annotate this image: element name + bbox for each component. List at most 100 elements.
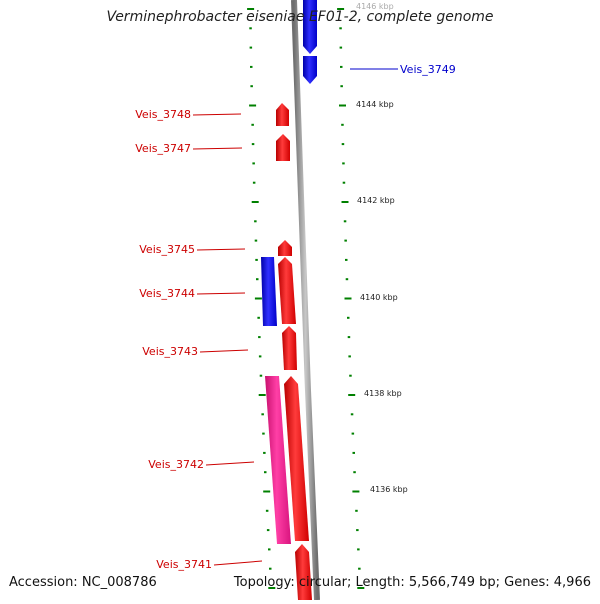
tick-mark <box>342 181 346 184</box>
tick-mark <box>347 316 350 319</box>
tick-mark <box>348 355 351 358</box>
map-title: Verminephrobacter eiseniae EF01-2, compl… <box>106 9 494 25</box>
tick-mark <box>268 587 276 589</box>
scale-label: 4144 kbp <box>356 100 394 109</box>
tick-mark <box>356 529 359 532</box>
gene-label-veis-3742[interactable]: Veis_3742 <box>148 458 204 471</box>
leader-line <box>196 292 246 295</box>
tick-mark <box>258 394 266 396</box>
leader-line <box>199 349 249 353</box>
tick-mark <box>269 567 272 570</box>
tick-mark <box>251 143 255 146</box>
gene-rna[interactable] <box>265 376 291 544</box>
tick-mark <box>339 27 342 30</box>
gene-label-veis-3745[interactable]: Veis_3745 <box>139 243 195 256</box>
tick-row-left <box>247 8 276 589</box>
gene-veis-3744-forward[interactable] <box>278 257 296 324</box>
tick-mark <box>339 104 346 107</box>
gene-veis-3747[interactable] <box>276 134 290 161</box>
tick-mark <box>254 239 258 242</box>
tick-mark <box>349 374 352 377</box>
tick-mark <box>344 297 352 300</box>
accession-text: Accession: NC_008786 <box>9 575 157 590</box>
tick-mark <box>347 336 351 339</box>
gene-veis-3744[interactable] <box>261 257 277 326</box>
tick-mark <box>345 278 349 281</box>
tick-mark <box>353 471 356 474</box>
tick-mark <box>355 509 358 512</box>
tick-mark <box>357 548 360 551</box>
tick-mark <box>249 46 253 49</box>
tick-mark <box>337 8 345 10</box>
tick-mark <box>341 201 349 203</box>
tick-mark <box>261 413 264 416</box>
tick-mark <box>256 278 259 281</box>
genome-backbone <box>291 0 320 601</box>
tick-mark <box>342 162 345 165</box>
tick-mark <box>352 451 355 454</box>
tick-mark <box>247 8 255 10</box>
tick-mark <box>250 65 253 68</box>
gene-label-veis-3744[interactable]: Veis_3744 <box>139 287 195 300</box>
tick-mark <box>343 220 347 223</box>
tick-mark <box>263 490 271 493</box>
tick-mark <box>344 239 347 242</box>
scale-label: 4146 kbp <box>356 2 394 11</box>
leader-line <box>213 560 263 566</box>
tick-mark <box>348 394 356 396</box>
tick-mark <box>341 143 345 146</box>
tick-mark <box>251 201 259 203</box>
tick-mark <box>265 509 269 512</box>
tick-mark <box>340 85 343 88</box>
scale-label: 4138 kbp <box>364 389 402 398</box>
genome-summary-text: Topology: circular; Length: 5,566,749 bp… <box>233 575 591 590</box>
tick-mark <box>350 413 354 416</box>
leader-line <box>192 113 242 116</box>
gene-veis-3743[interactable] <box>282 326 297 370</box>
gene-veis-3745[interactable] <box>278 240 292 256</box>
gene-veis-3741[interactable] <box>295 544 312 600</box>
gene-veis-3749[interactable] <box>303 56 317 84</box>
tick-mark <box>254 297 262 300</box>
tick-mark <box>339 46 343 49</box>
gene-label-veis-3748[interactable]: Veis_3748 <box>135 108 191 121</box>
tick-mark <box>252 181 256 184</box>
gene-label-veis-3747[interactable]: Veis_3747 <box>135 142 191 155</box>
tick-mark <box>341 123 344 126</box>
tick-mark <box>258 336 261 339</box>
gene-veis-3742[interactable] <box>284 376 309 541</box>
tick-row-right <box>337 8 365 589</box>
tick-mark <box>252 162 255 165</box>
tick-mark <box>251 123 254 126</box>
tick-mark <box>259 374 263 377</box>
tick-mark <box>250 85 253 88</box>
tick-mark <box>249 104 257 107</box>
gene-label-veis-3749[interactable]: Veis_3749 <box>400 63 456 76</box>
tick-mark <box>268 548 271 551</box>
tick-mark <box>254 220 257 223</box>
gene-veis-3748[interactable] <box>276 103 289 126</box>
leader-line <box>192 147 243 150</box>
tick-mark <box>258 355 262 358</box>
tick-mark <box>345 258 348 261</box>
scale-label: 4140 kbp <box>360 293 398 302</box>
gene-label-veis-3741[interactable]: Veis_3741 <box>156 558 212 571</box>
tick-mark <box>266 529 270 532</box>
tick-mark <box>262 432 265 435</box>
tick-mark <box>257 316 260 319</box>
tick-mark <box>264 471 267 474</box>
tick-mark <box>357 587 365 589</box>
leader-line <box>196 248 246 251</box>
tick-mark <box>352 490 360 493</box>
leader-line <box>205 461 255 466</box>
tick-mark <box>263 451 266 454</box>
gene-reverse[interactable] <box>303 0 317 54</box>
tick-mark <box>255 258 258 261</box>
gene-label-veis-3743[interactable]: Veis_3743 <box>142 345 198 358</box>
tick-mark <box>340 65 343 68</box>
tick-mark <box>358 567 361 570</box>
tick-mark <box>351 432 355 435</box>
scale-label: 4142 kbp <box>357 196 395 205</box>
